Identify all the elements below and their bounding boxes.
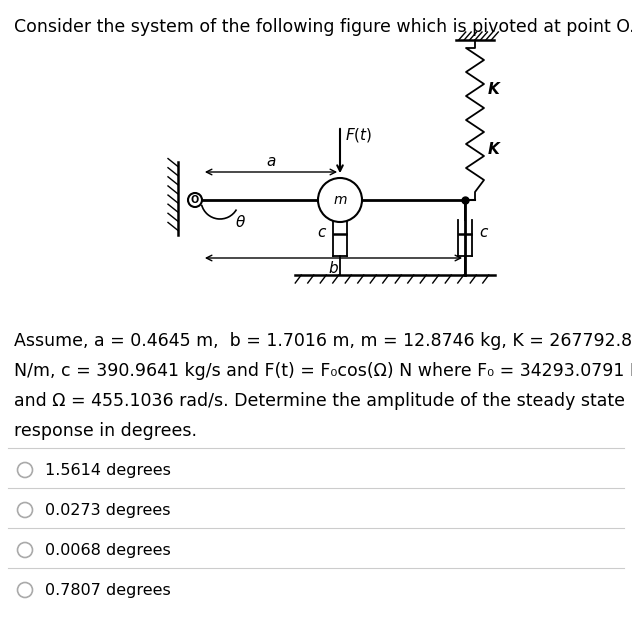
Circle shape (18, 583, 32, 597)
Text: and Ω = 455.1036 rad/s. Determine the amplitude of the steady state: and Ω = 455.1036 rad/s. Determine the am… (14, 392, 625, 410)
Text: Consider the system of the following figure which is pivoted at point O.: Consider the system of the following fig… (14, 18, 632, 36)
Text: 0.7807 degrees: 0.7807 degrees (45, 583, 171, 597)
Text: K: K (488, 83, 500, 98)
Text: b: b (329, 261, 338, 276)
Text: Assume, a = 0.4645 m,  b = 1.7016 m, m = 12.8746 kg, K = 267792.8045: Assume, a = 0.4645 m, b = 1.7016 m, m = … (14, 332, 632, 350)
Text: N/m, c = 390.9641 kg/s and F(t) = F₀cos(Ω) N where F₀ = 34293.0791 N: N/m, c = 390.9641 kg/s and F(t) = F₀cos(… (14, 362, 632, 380)
Text: response in degrees.: response in degrees. (14, 422, 197, 440)
Text: $F(t)$: $F(t)$ (345, 126, 372, 144)
Text: O: O (191, 195, 199, 205)
Text: c: c (318, 225, 326, 240)
Circle shape (18, 462, 32, 478)
Text: 0.0273 degrees: 0.0273 degrees (45, 503, 171, 517)
Circle shape (318, 178, 362, 222)
Text: a: a (266, 154, 276, 169)
Circle shape (18, 542, 32, 558)
Circle shape (18, 503, 32, 517)
Text: c: c (479, 225, 487, 240)
Text: K: K (488, 142, 500, 158)
Text: 1.5614 degrees: 1.5614 degrees (45, 462, 171, 478)
Text: 0.0068 degrees: 0.0068 degrees (45, 542, 171, 558)
Circle shape (188, 193, 202, 207)
Text: $\theta$: $\theta$ (235, 214, 246, 230)
Text: m: m (333, 193, 347, 207)
